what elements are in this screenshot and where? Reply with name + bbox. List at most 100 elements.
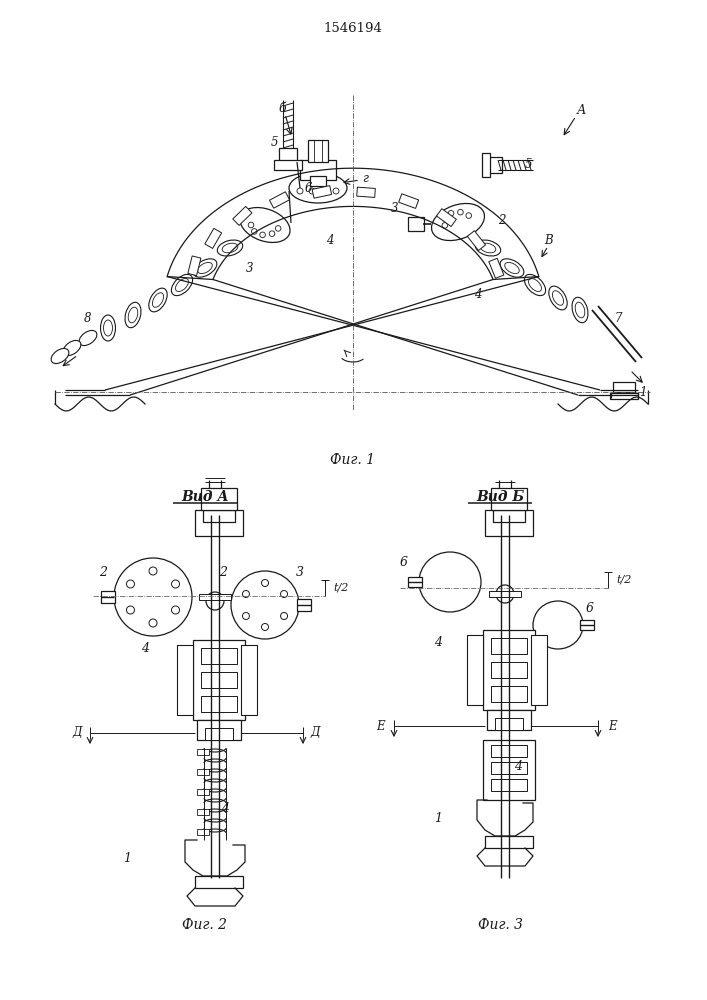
Bar (495, 718, 523, 730)
Ellipse shape (575, 302, 585, 318)
Bar (482, 153, 490, 177)
Text: г: г (362, 172, 368, 184)
Bar (491, 638, 527, 654)
Ellipse shape (148, 288, 167, 312)
Bar (269, 192, 290, 208)
Bar (233, 206, 252, 225)
Ellipse shape (480, 243, 496, 253)
Bar (300, 160, 336, 180)
Bar (399, 194, 419, 208)
Bar (197, 749, 209, 755)
Ellipse shape (100, 315, 115, 341)
Circle shape (259, 232, 265, 238)
Bar (485, 510, 533, 536)
Circle shape (172, 580, 180, 588)
Bar (489, 258, 504, 278)
Circle shape (281, 590, 288, 597)
Bar (491, 745, 527, 757)
Ellipse shape (193, 259, 217, 277)
Text: 2: 2 (219, 566, 227, 578)
Circle shape (442, 216, 448, 221)
Circle shape (243, 612, 250, 619)
Text: Д: Д (72, 726, 82, 740)
Bar (279, 148, 297, 162)
Bar (485, 836, 533, 848)
Text: 1546194: 1546194 (324, 21, 382, 34)
Bar (308, 140, 328, 162)
Text: 4: 4 (326, 233, 334, 246)
Ellipse shape (549, 286, 567, 310)
Circle shape (457, 209, 463, 215)
Circle shape (269, 231, 275, 236)
Bar (491, 762, 527, 774)
Ellipse shape (496, 585, 514, 603)
Circle shape (262, 580, 269, 586)
Bar (203, 510, 235, 522)
Bar (483, 740, 535, 800)
Bar (488, 157, 502, 173)
Bar (467, 635, 483, 705)
Text: В: В (544, 233, 552, 246)
Ellipse shape (198, 262, 212, 274)
Bar (195, 510, 243, 536)
Text: 4: 4 (474, 288, 481, 302)
Text: 3: 3 (246, 261, 254, 274)
Ellipse shape (79, 330, 97, 346)
Text: Е: Е (608, 720, 617, 732)
Bar (201, 672, 237, 688)
Circle shape (127, 580, 134, 588)
Bar (193, 640, 245, 720)
Ellipse shape (51, 348, 69, 364)
Text: 3: 3 (296, 566, 304, 578)
Text: 6: 6 (400, 556, 408, 568)
Bar (312, 186, 332, 198)
Ellipse shape (552, 291, 563, 305)
Bar (491, 488, 527, 510)
Text: 4: 4 (221, 802, 229, 814)
Ellipse shape (572, 297, 588, 323)
Text: Фиг. 3: Фиг. 3 (477, 918, 522, 932)
Circle shape (309, 188, 315, 194)
Bar (531, 635, 547, 705)
Text: 6: 6 (586, 601, 594, 614)
Text: Фиг. 2: Фиг. 2 (182, 918, 228, 932)
Bar (188, 256, 201, 276)
Bar (195, 876, 243, 888)
Text: t/2: t/2 (617, 575, 631, 585)
Ellipse shape (114, 558, 192, 636)
Circle shape (448, 211, 454, 216)
Ellipse shape (505, 262, 519, 274)
Ellipse shape (525, 274, 546, 296)
Circle shape (127, 606, 134, 614)
Circle shape (442, 223, 448, 228)
Text: t/2: t/2 (333, 583, 349, 593)
Bar (197, 829, 209, 835)
Circle shape (321, 188, 327, 194)
Ellipse shape (231, 571, 299, 639)
Text: 6: 6 (304, 182, 312, 194)
Bar (197, 720, 241, 740)
Ellipse shape (222, 243, 238, 253)
Text: б: б (278, 102, 286, 114)
Ellipse shape (125, 302, 141, 328)
Bar (357, 187, 375, 197)
Text: Вид А: Вид А (181, 490, 229, 504)
Bar (199, 594, 231, 600)
Bar (491, 779, 527, 791)
Bar (274, 160, 302, 170)
Bar (436, 209, 457, 227)
Text: Вид Б: Вид Б (476, 490, 524, 504)
Bar (483, 630, 535, 710)
Text: 5: 5 (525, 158, 532, 172)
Circle shape (243, 590, 250, 597)
Circle shape (262, 624, 269, 631)
Bar (205, 728, 233, 740)
Text: 4: 4 (434, 636, 442, 648)
Ellipse shape (431, 203, 484, 241)
Text: Фиг. 1: Фиг. 1 (330, 453, 375, 467)
Text: 7: 7 (614, 312, 621, 324)
Bar (201, 648, 237, 664)
Bar (493, 510, 525, 522)
Text: 8: 8 (84, 312, 92, 324)
Bar (197, 809, 209, 815)
